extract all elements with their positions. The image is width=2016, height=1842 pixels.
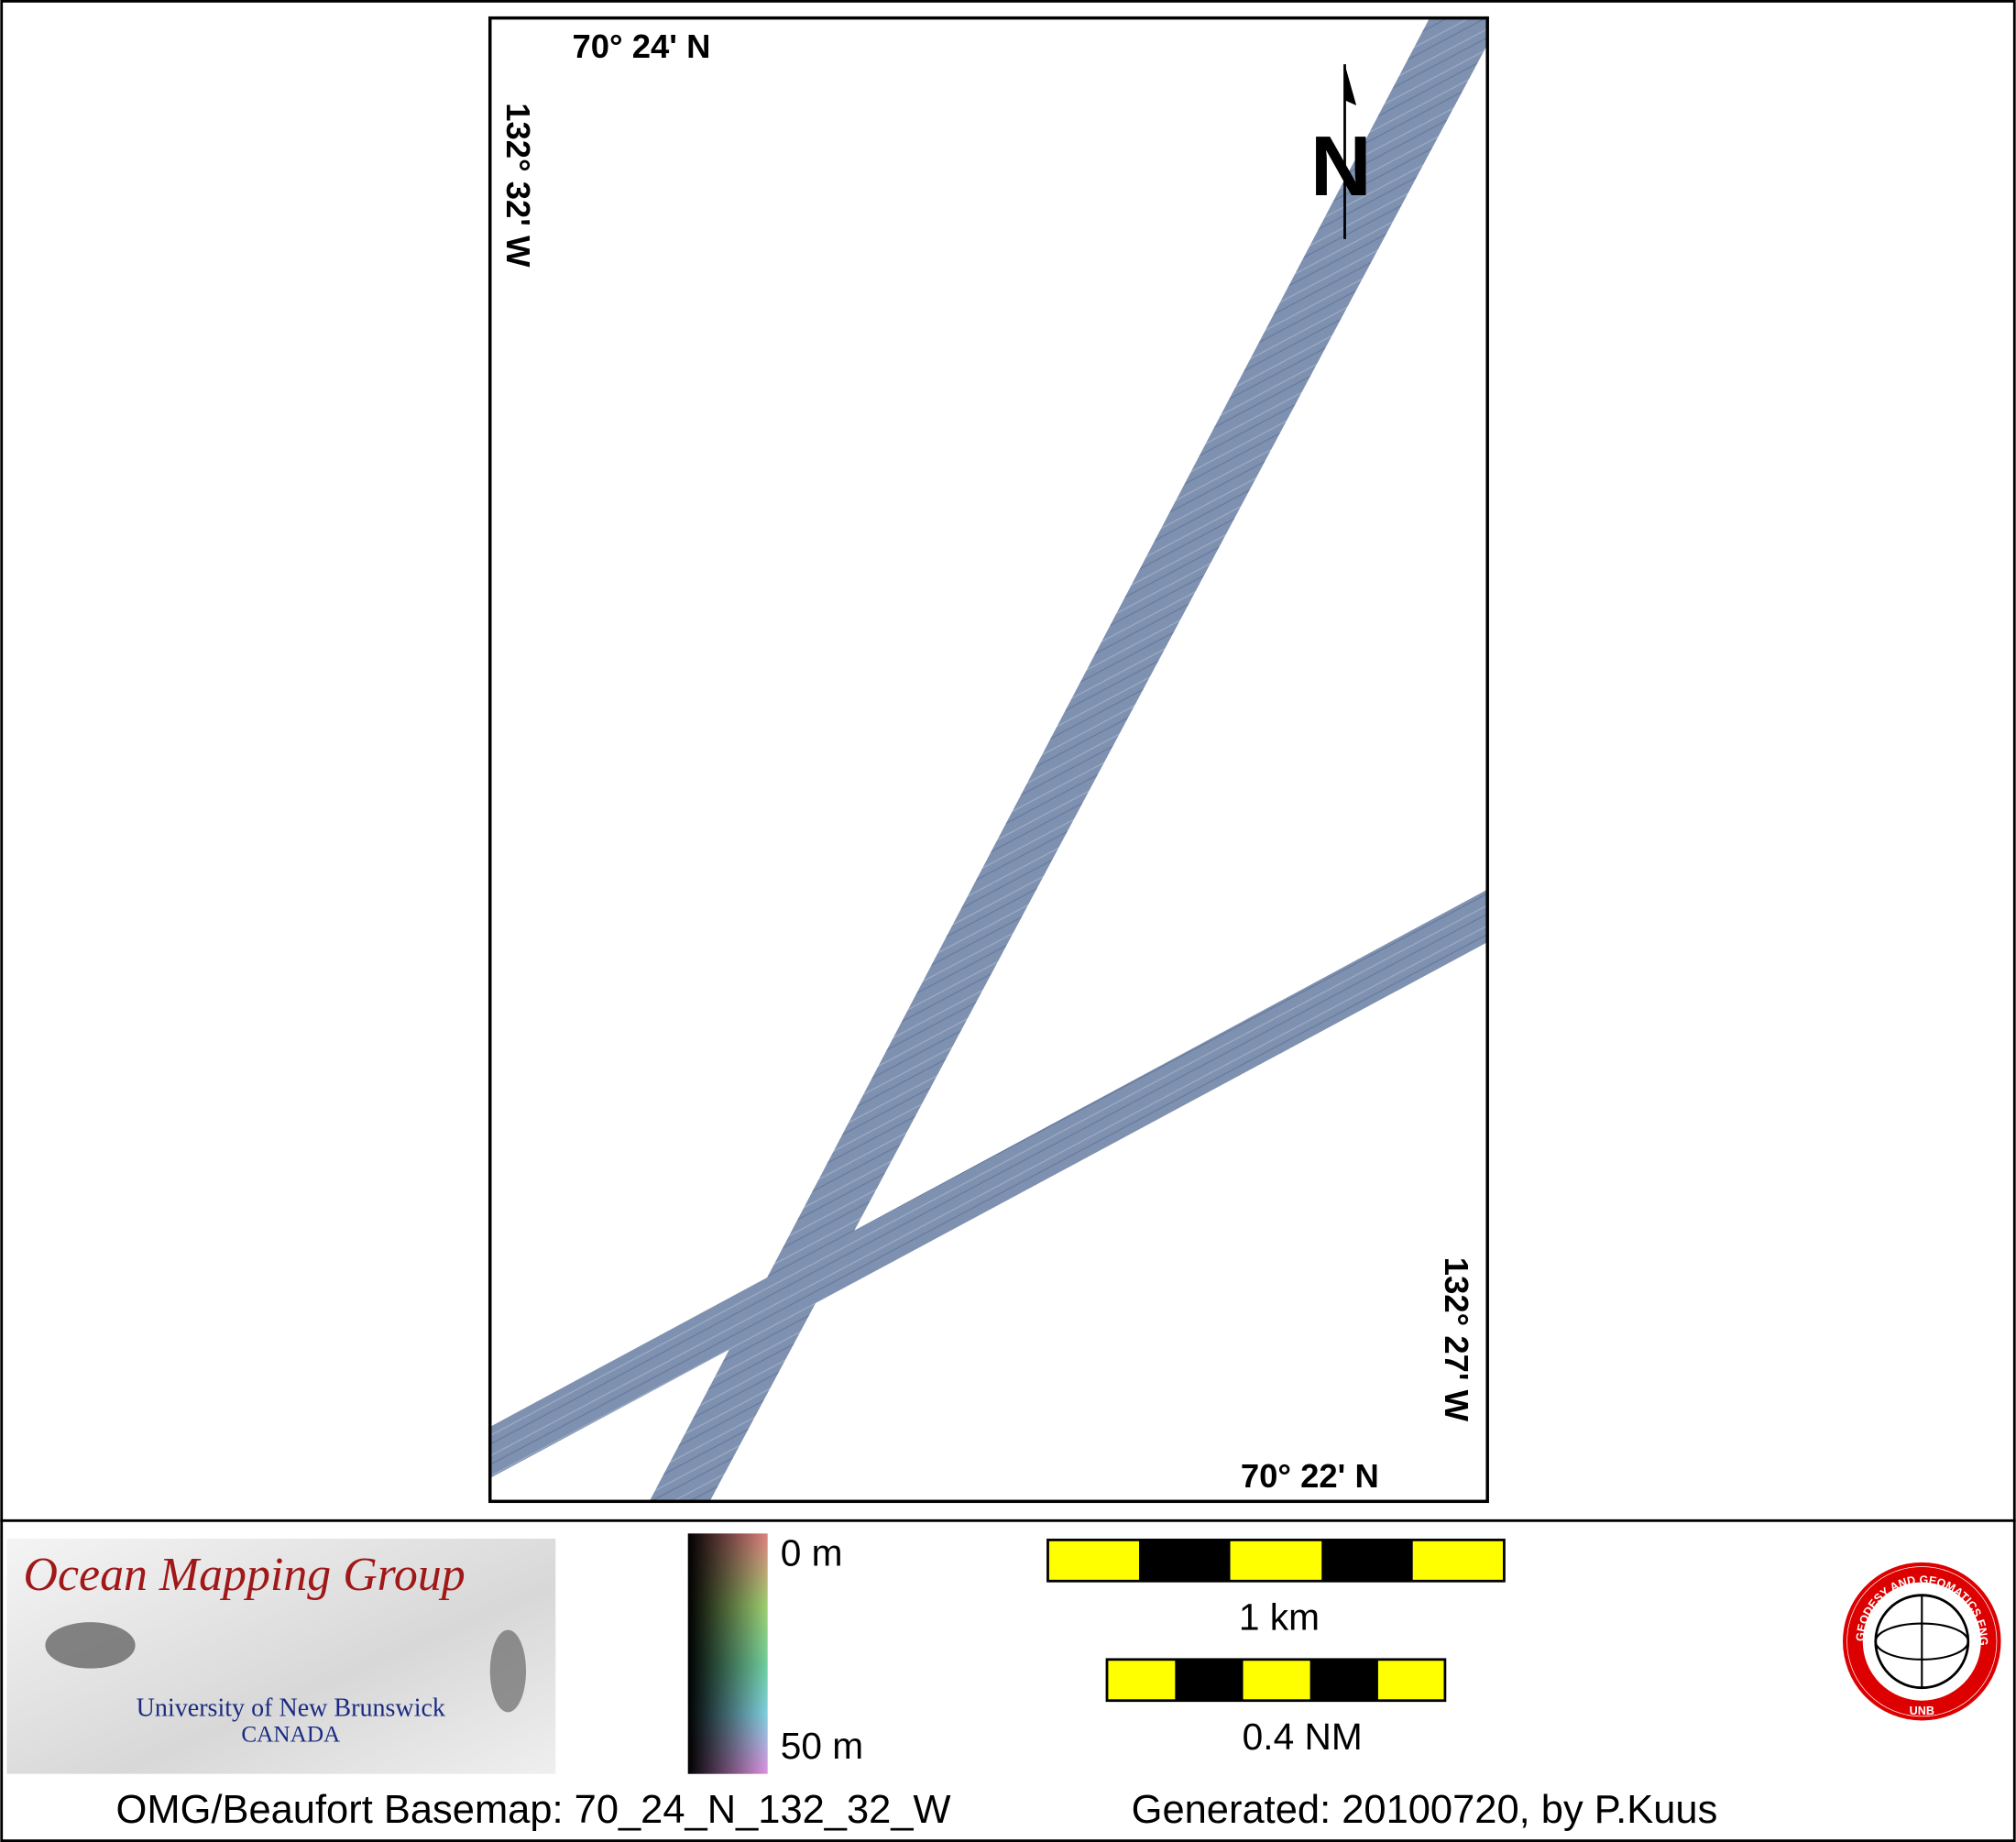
- scale-label: 0.4 NM: [1243, 1716, 1363, 1758]
- seal-center: UNB: [1910, 1705, 1934, 1717]
- map-frame: [488, 16, 1489, 1504]
- swath: [649, 17, 1488, 1502]
- logo-country: CANADA: [241, 1723, 341, 1748]
- logo-title: Ocean Mapping Group: [24, 1549, 466, 1601]
- colorbar-label: 0 m: [781, 1531, 843, 1573]
- lon-label: 132° 27' W: [1438, 1257, 1475, 1422]
- footer-generated: Generated: 20100720, by P.Kuus: [1132, 1788, 1718, 1832]
- colorbar: 0 m 50 m: [687, 1531, 863, 1774]
- north-arrow: N: [1310, 64, 1372, 239]
- swath: [489, 889, 1488, 1479]
- colorbar-label: 50 m: [781, 1725, 863, 1767]
- lat-label: 70° 24' N: [573, 27, 711, 65]
- logo: Ocean Mapping Group University of New Br…: [6, 1538, 556, 1774]
- north-label: N: [1310, 118, 1372, 214]
- scale-label: 1 km: [1239, 1596, 1320, 1639]
- lat-label: 70° 22' N: [1241, 1457, 1379, 1495]
- footer-basemap: OMG/Beaufort Basemap: 70_24_N_132_32_W: [116, 1788, 951, 1832]
- logo-university: University of New Brunswick: [137, 1694, 446, 1723]
- scale-bar: 0.4 NM: [1105, 1658, 1447, 1758]
- scale-bar: 1 km: [1046, 1538, 1506, 1639]
- lon-label: 132° 32' W: [499, 103, 537, 268]
- swaths: [489, 17, 1488, 1502]
